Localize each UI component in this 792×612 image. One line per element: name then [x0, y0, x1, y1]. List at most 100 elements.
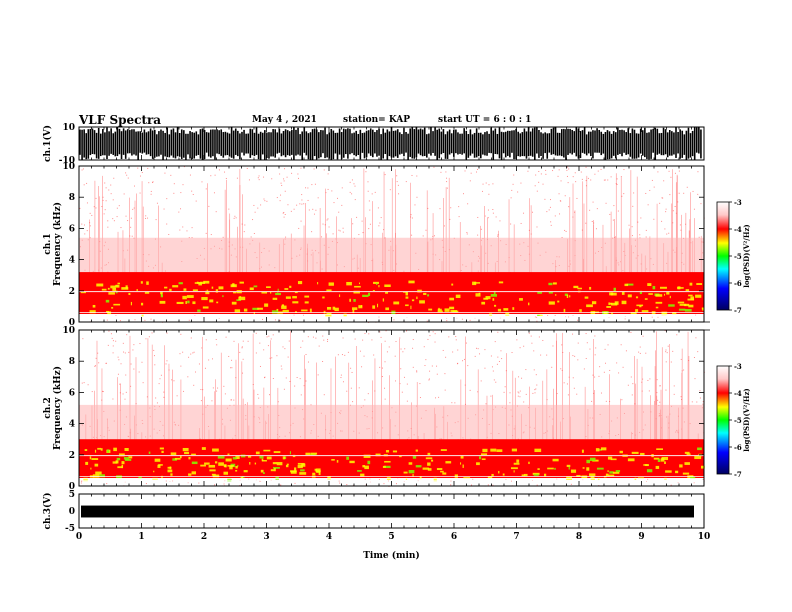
y-tick-label: 4: [69, 256, 75, 266]
psd-speckle: [263, 377, 265, 379]
psd-speckle: [432, 331, 434, 333]
psd-speckle: [182, 351, 184, 353]
psd-speckle: [622, 366, 624, 368]
psd-speckle: [188, 237, 190, 239]
psd-speckle: [538, 181, 540, 183]
psd-speckle: [511, 189, 513, 191]
psd-speckle: [395, 380, 397, 382]
psd-peak: [586, 467, 590, 471]
psd-speckle: [568, 206, 570, 208]
psd-speckle: [484, 215, 486, 217]
psd-peak: [609, 302, 613, 305]
psd-speckle: [112, 199, 114, 201]
psd-speckle: [210, 234, 212, 236]
psd-speckle: [590, 179, 592, 181]
psd-speckle: [368, 200, 370, 202]
psd-peak: [382, 465, 385, 468]
psd-speckle: [599, 366, 601, 368]
psd-peak: [336, 460, 339, 463]
psd-peak: [325, 313, 332, 318]
psd-peak: [188, 473, 192, 476]
psd-speckle: [385, 330, 387, 332]
psd-speckle: [241, 347, 243, 349]
psd-speckle: [271, 178, 273, 180]
psd-peak: [89, 456, 92, 460]
psd-speckle: [523, 212, 525, 214]
psd-speckle: [215, 338, 217, 340]
psd-speckle: [284, 168, 286, 170]
psd-speckle: [283, 211, 285, 213]
psd-speckle: [371, 339, 373, 341]
psd-speckle: [594, 173, 596, 175]
psd-peak: [249, 461, 251, 465]
psd-speckle: [670, 361, 672, 363]
psd-speckle: [492, 212, 494, 214]
psd-speckle: [466, 231, 468, 233]
psd-peak: [294, 467, 297, 471]
psd-speckle: [122, 393, 124, 395]
psd-speckle: [674, 205, 676, 207]
psd-speckle: [416, 371, 418, 373]
psd-speckle: [130, 217, 132, 219]
psd-speckle: [428, 378, 430, 380]
y-tick-label: 5: [69, 490, 75, 500]
psd-speckle: [374, 191, 376, 193]
psd-peak: [115, 284, 120, 288]
psd-speckle: [533, 350, 535, 352]
psd-speckle: [570, 483, 572, 485]
psd-peak: [161, 450, 164, 454]
psd-peak: [84, 449, 88, 452]
psd-peak: [314, 468, 317, 471]
psd-speckle: [323, 394, 325, 396]
psd-speckle: [564, 195, 566, 197]
psd-speckle: [321, 236, 323, 238]
psd-speckle: [649, 378, 651, 380]
psd-speckle: [338, 211, 340, 213]
psd-speckle: [657, 171, 659, 173]
psd-speckle: [648, 390, 650, 392]
psd-speckle: [436, 373, 438, 375]
psd-peak: [108, 292, 115, 295]
psd-speckle: [429, 370, 431, 372]
psd-peak: [427, 452, 431, 457]
psd-peak: [608, 302, 611, 305]
psd-speckle: [358, 234, 360, 236]
x-tick-label: 1: [138, 532, 144, 542]
psd-speckle: [609, 213, 611, 215]
psd-speckle: [632, 383, 634, 385]
psd-speckle: [610, 176, 612, 178]
psd-speckle: [487, 209, 489, 211]
psd-speckle: [263, 176, 265, 178]
ch1-spectrogram-panel: 0 2 4 6 8 10 ch.1 Frequency (kHz): [43, 162, 705, 328]
psd-speckle: [303, 385, 305, 387]
psd-speckle: [440, 171, 442, 173]
psd-speckle: [312, 208, 314, 210]
psd-speckle: [693, 208, 695, 210]
psd-peak: [352, 307, 358, 310]
psd-speckle: [534, 316, 536, 318]
psd-speckle: [255, 332, 257, 334]
psd-speckle: [450, 207, 452, 209]
psd-speckle: [380, 217, 382, 219]
psd-peak: [349, 298, 351, 302]
psd-peak: [361, 305, 363, 307]
psd-speckle: [480, 380, 482, 382]
psd-speckle: [200, 389, 202, 391]
psd-speckle: [244, 404, 246, 406]
colorbar-tick-label: -7: [734, 306, 742, 315]
psd-speckle: [446, 181, 448, 183]
psd-peak: [205, 290, 210, 295]
psd-speckle: [279, 320, 281, 322]
psd-speckle: [452, 351, 454, 353]
psd-speckle: [665, 351, 667, 353]
psd-peak: [621, 291, 625, 295]
psd-speckle: [205, 188, 207, 190]
psd-peak: [485, 296, 491, 300]
psd-peak: [548, 301, 555, 305]
psd-speckle: [679, 224, 681, 226]
psd-peak: [405, 291, 409, 296]
psd-speckle: [549, 199, 551, 201]
psd-speckle: [688, 360, 690, 362]
psd-speckle: [617, 210, 619, 212]
psd-peak: [253, 285, 258, 288]
